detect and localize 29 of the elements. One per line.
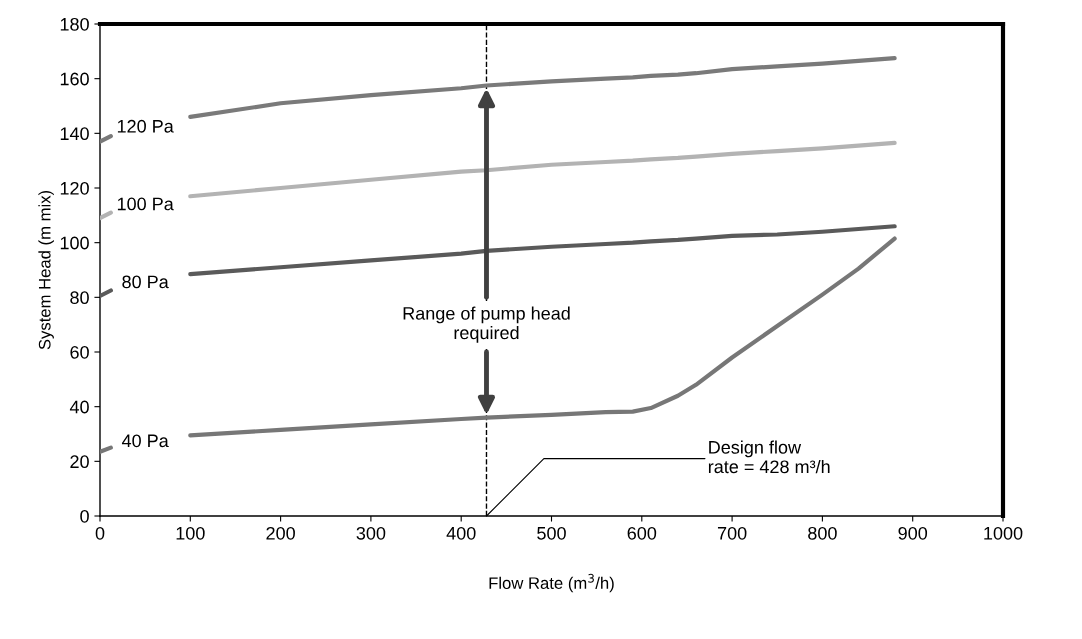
series-label: 40 Pa <box>121 434 169 448</box>
x-tick-label: 300 <box>356 526 386 540</box>
x-tick-label: 100 <box>176 526 205 540</box>
x-tick-label: 900 <box>898 526 928 540</box>
y-tick-label: 160 <box>60 72 89 86</box>
x-tick-label: 400 <box>446 526 476 540</box>
x-tick-label: 800 <box>808 526 837 540</box>
annotation: Range of pump head required <box>403 306 570 343</box>
x-tick-label: 200 <box>266 526 295 540</box>
x-tick-label: 1000 <box>984 526 1023 540</box>
y-tick-label: 100 <box>60 236 89 250</box>
series-label: 80 Pa <box>122 275 169 289</box>
x-axis-title: Flow Rate (m$^{3}$/h) <box>489 573 614 593</box>
series-label: 120 Pa <box>117 119 174 133</box>
x-tick-label: 700 <box>717 526 747 540</box>
series-label: 100 Pa <box>117 197 174 211</box>
y-tick-label: 180 <box>60 17 89 31</box>
y-tick-label: 20 <box>70 455 89 469</box>
y-axis-title: System Head (m mix) <box>38 190 54 350</box>
y-tick-label: 60 <box>70 345 89 359</box>
y-tick-label: 40 <box>69 400 89 414</box>
y-tick-label: 120 <box>60 181 89 195</box>
y-tick-label: 80 <box>70 291 89 305</box>
x-tick-label: 600 <box>627 526 657 540</box>
x-tick-label: 0 <box>95 526 105 540</box>
y-tick-label: 0 <box>80 509 89 523</box>
annotation: Design flow rate = 428 m³/h <box>708 440 830 474</box>
x-tick-label: 500 <box>537 526 566 540</box>
y-tick-label: 140 <box>60 127 89 141</box>
